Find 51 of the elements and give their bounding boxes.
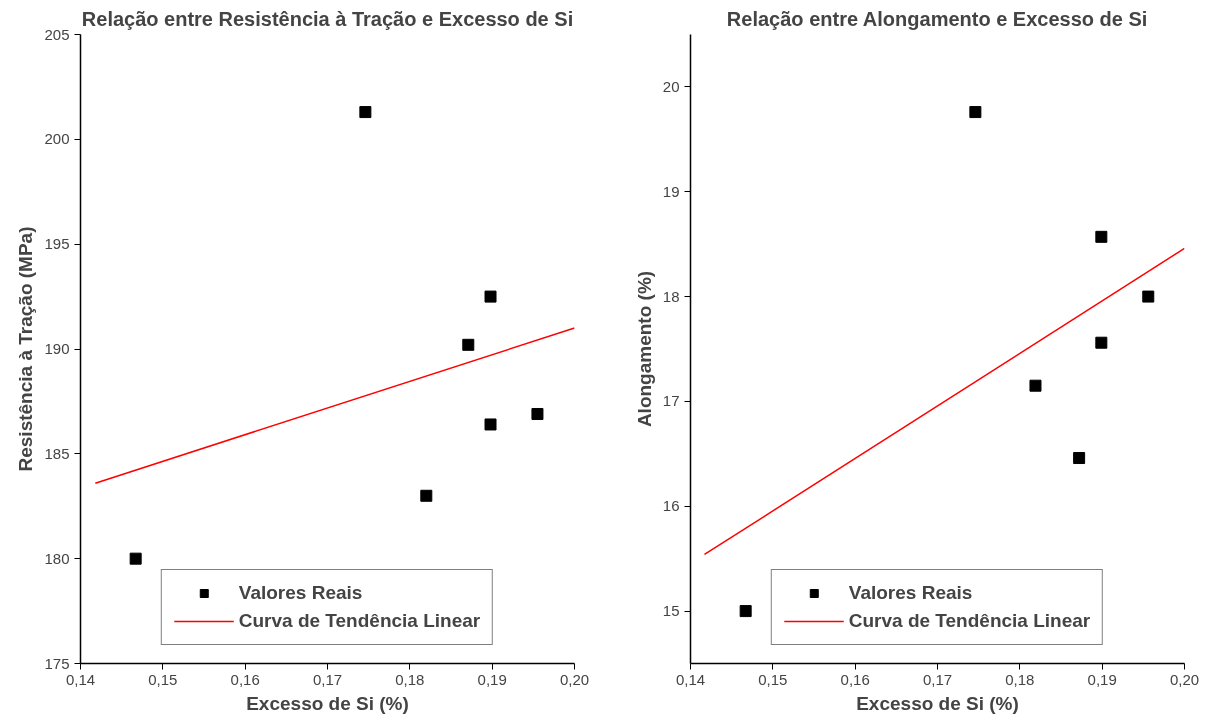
chart-title: Relação entre Resistência à Tração e Excesso de Si (81, 7, 574, 30)
x-tick-label: 0,20 (1169, 670, 1200, 688)
x-tick-label: 0,19 (477, 670, 507, 688)
y-tick-label: 16 (662, 497, 680, 515)
point (484, 290, 497, 303)
x-tick-label: 0,16 (230, 670, 260, 688)
y-tick-label: 185 (44, 444, 70, 462)
x-tick-label: 0,14 (65, 670, 96, 688)
point (462, 338, 475, 351)
point (129, 552, 142, 565)
legend-label: Valores Reais (848, 582, 973, 604)
point (969, 106, 982, 119)
y-tick-label: 195 (44, 235, 70, 253)
legend-label: Curva de Tendência Linear (848, 610, 1091, 632)
point (359, 106, 372, 119)
x-tick-label: 0,15 (148, 670, 178, 688)
y-tick-label: 175 (44, 654, 70, 672)
y-tick-label: 200 (44, 130, 70, 148)
point (420, 489, 433, 502)
y-tick-label: 18 (662, 287, 680, 305)
y-tick-label: 15 (662, 602, 680, 620)
y-tick-label: 20 (662, 77, 680, 95)
point (484, 418, 497, 431)
point (1095, 336, 1108, 349)
x-tick-label: 0,14 (675, 670, 706, 688)
point (531, 408, 544, 420)
y-tick-label: 205 (44, 25, 70, 43)
point (1142, 290, 1155, 303)
point (1095, 230, 1108, 243)
y-tick-label: 19 (662, 182, 680, 200)
chart-title: Relação entre Alongamento e Excesso de Si (726, 7, 1148, 30)
point (1073, 452, 1086, 465)
x-tick-label: 0,18 (1005, 670, 1035, 688)
x-axis-title: Excesso de Si (%) (246, 692, 409, 714)
x-tick-label: 0,18 (395, 670, 425, 688)
point (739, 605, 752, 618)
y-tick-label: 180 (44, 549, 70, 567)
point (1029, 379, 1042, 392)
x-tick-label: 0,19 (1087, 670, 1117, 688)
x-axis-title: Excesso de Si (%) (856, 692, 1019, 714)
legend-label: Curva de Tendência Linear (238, 610, 481, 632)
x-tick-label: 0,15 (758, 670, 788, 688)
legend-label: Valores Reais (238, 582, 363, 604)
y-tick-label: 190 (44, 340, 70, 357)
x-tick-label: 0,16 (840, 670, 870, 688)
y-tick-label: 17 (662, 392, 680, 410)
x-tick-label: 0,17 (922, 670, 953, 688)
y-axis-title: Resistência à Tração (MPa) (15, 226, 37, 472)
y-axis-title: Alongamento (%) (633, 270, 655, 428)
x-tick-label: 0,20 (559, 670, 590, 688)
x-tick-label: 0,17 (312, 670, 343, 688)
